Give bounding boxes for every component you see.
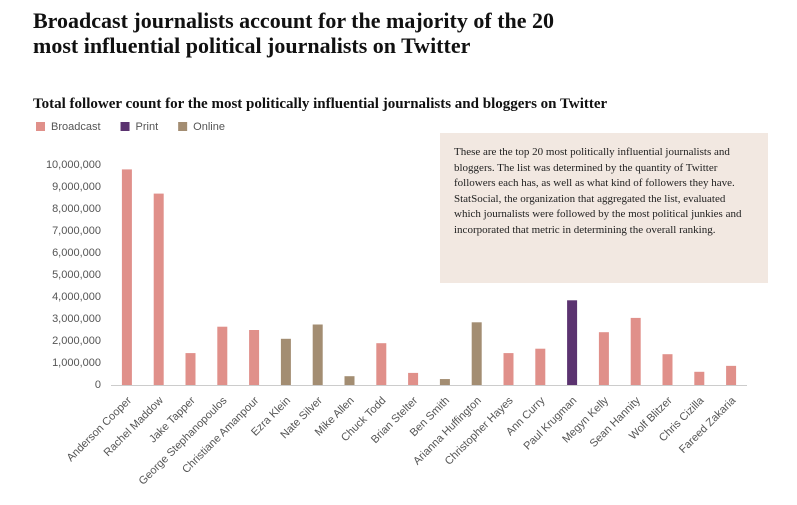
y-tick-label: 5,000,000 [52,269,101,281]
bar [439,379,450,385]
y-tick-label: 4,000,000 [52,291,101,303]
bar [662,354,673,385]
chart-title: Broadcast journalists account for the ma… [33,8,555,58]
bar [312,324,323,385]
legend-label: Broadcast [51,121,101,133]
y-tick-label: 1,000,000 [52,357,101,369]
bar [471,322,482,385]
legend-swatch [120,122,130,131]
bar [249,330,260,385]
bar [121,169,132,385]
y-tick-label: 7,000,000 [52,225,101,237]
bar [153,193,164,385]
annotation: These are the top 20 most politically in… [440,133,768,283]
bar [185,353,196,385]
bar [217,326,228,385]
legend-label: Print [136,121,159,133]
bar [630,317,641,385]
bar [567,300,578,385]
y-tick-label: 8,000,000 [52,203,101,215]
legend-swatch [36,122,45,131]
bar [726,365,737,385]
bar [598,332,609,385]
bar [280,338,291,385]
legend-label: Online [193,121,225,133]
y-tick-label: 9,000,000 [52,181,101,193]
bar [503,353,514,385]
y-tick-label: 6,000,000 [52,247,101,259]
chart-subtitle: Total follower count for the most politi… [33,96,608,112]
bar [344,376,355,385]
legend-swatch [178,122,188,131]
bar [408,372,419,385]
x-tick-label: Fareed Zakaria [677,394,739,456]
y-tick-label: 10,000,000 [46,159,101,171]
y-tick-label: 3,000,000 [52,313,101,325]
y-tick-label: 0 [95,379,101,391]
bar [535,348,546,385]
bar [694,371,705,385]
bar [376,343,387,385]
y-tick-label: 2,000,000 [52,335,101,347]
